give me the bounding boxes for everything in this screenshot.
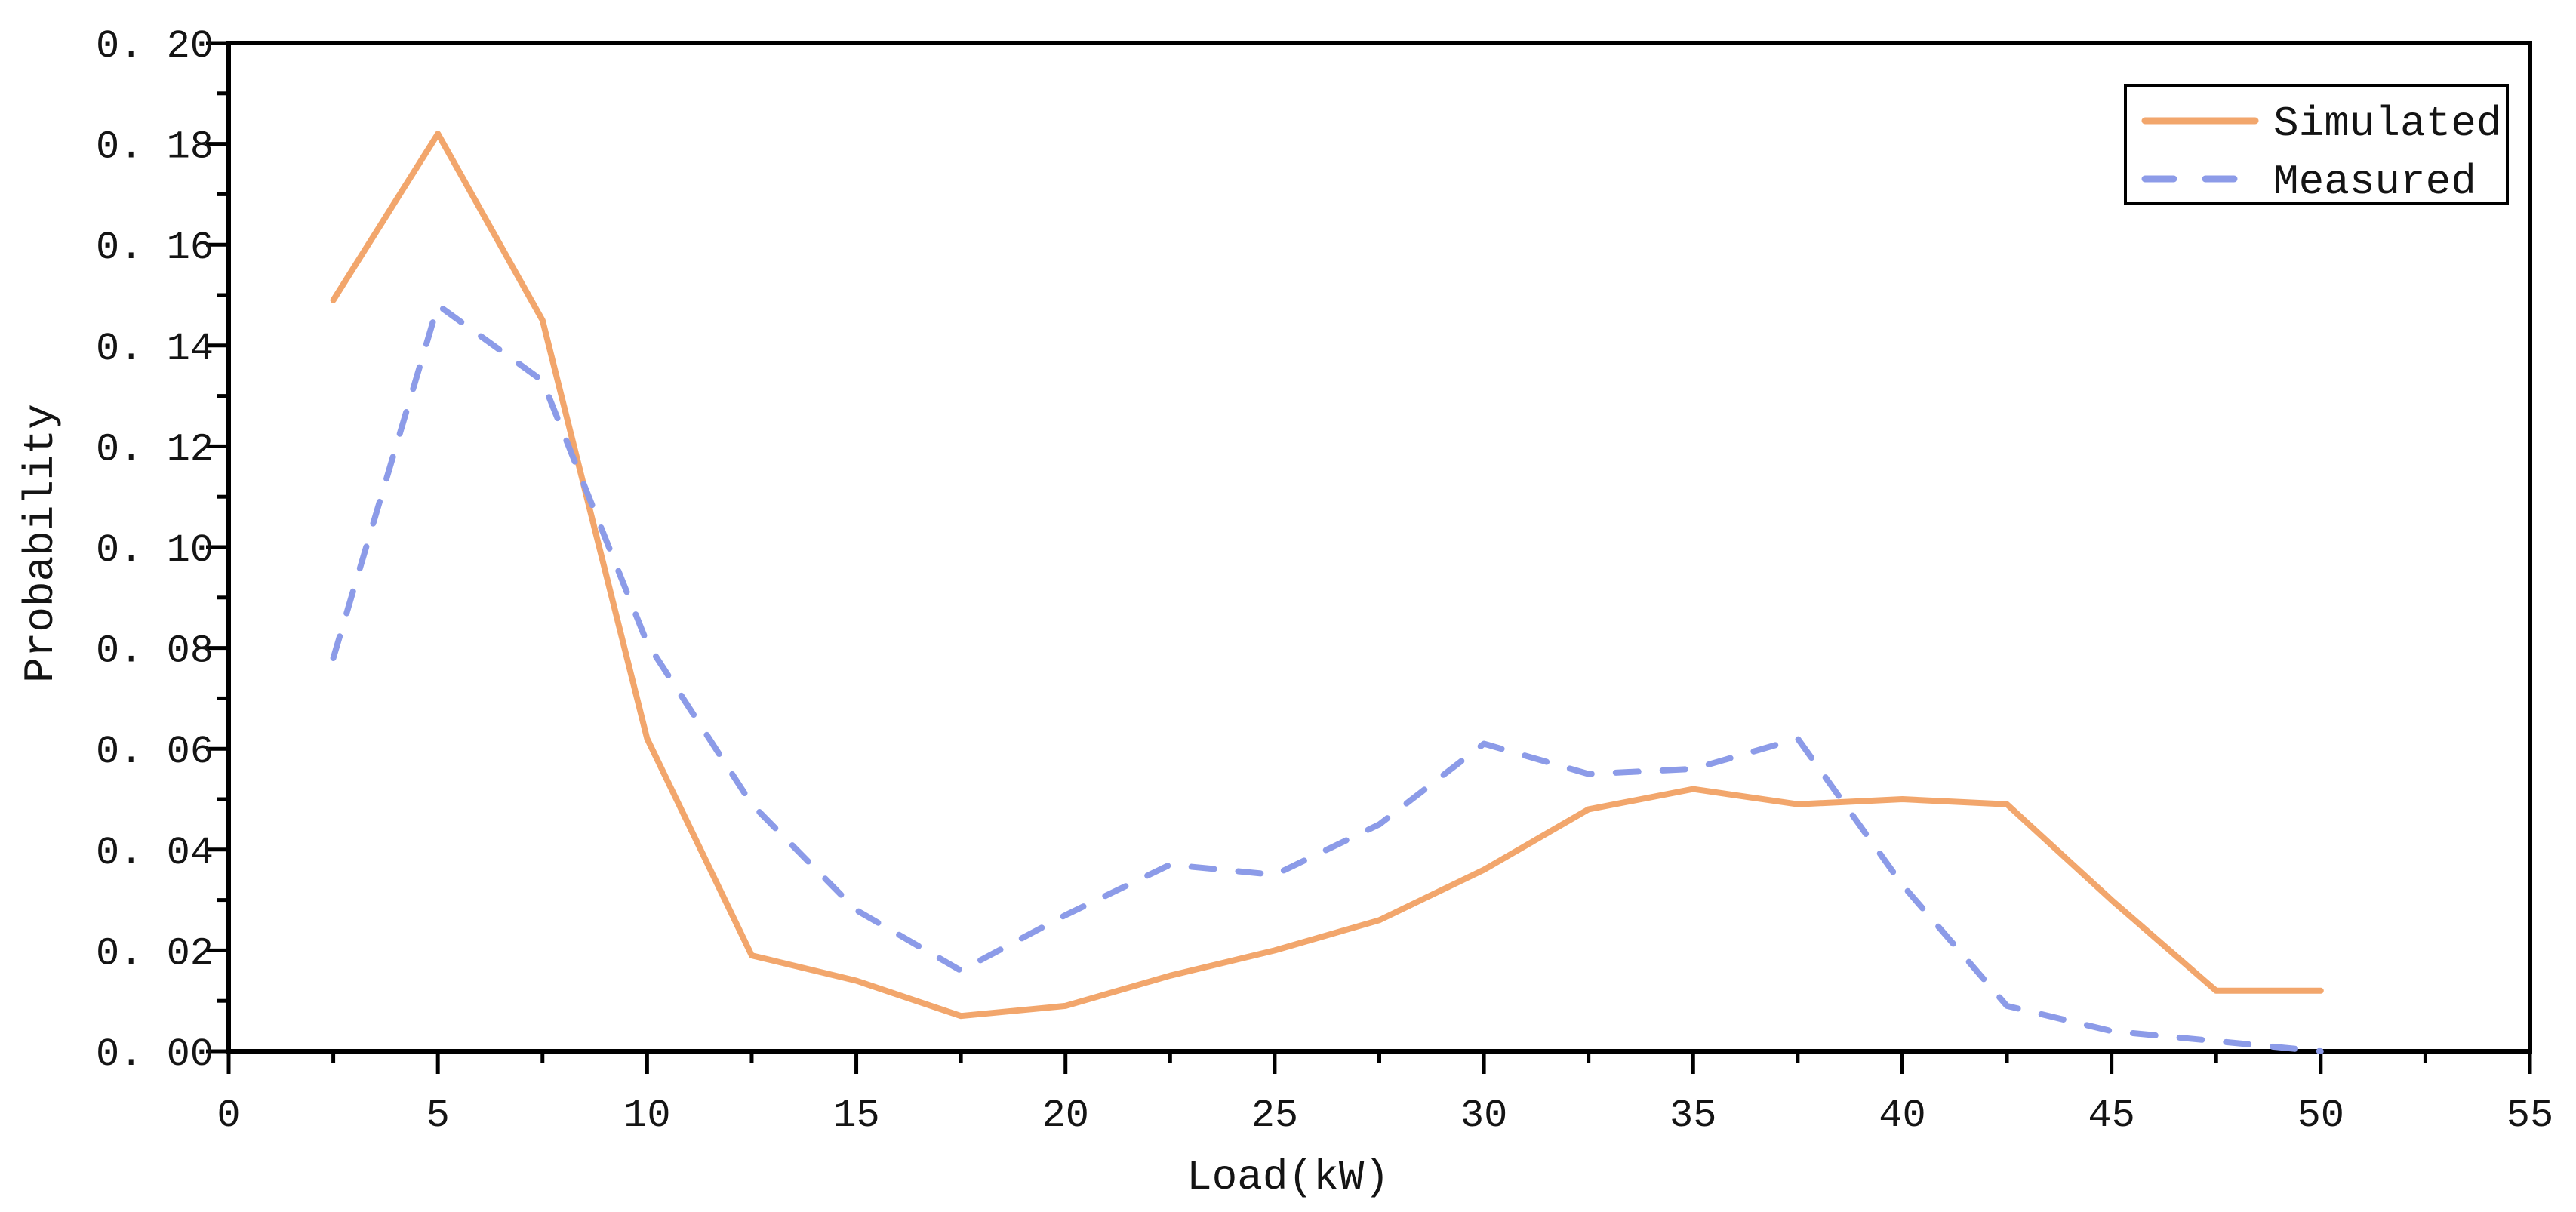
y-axis-title: Probability	[17, 404, 65, 683]
x-tick-label: 0	[217, 1094, 240, 1138]
y-tick-label: 0. 18	[96, 125, 214, 170]
x-tick-label: 5	[426, 1094, 450, 1138]
legend-box	[2124, 84, 2509, 205]
x-tick-label: 55	[2507, 1094, 2553, 1138]
x-tick-label: 45	[2088, 1094, 2134, 1138]
x-tick-label: 30	[1460, 1094, 1507, 1138]
y-tick-label: 0. 02	[96, 931, 214, 976]
y-tick-label: 0. 20	[96, 24, 214, 69]
series-line-measured	[330, 302, 2324, 1054]
y-tick-label: 0. 16	[96, 226, 214, 270]
y-tick-label: 0. 14	[96, 327, 214, 371]
x-tick-label: 15	[833, 1094, 879, 1138]
legend-label: Measured	[2273, 158, 2476, 206]
x-tick-label: 40	[1879, 1094, 1925, 1138]
x-axis-title: Load(kW)	[1186, 1153, 1390, 1201]
y-tick-label: 0. 04	[96, 831, 214, 875]
y-tick-label: 0. 10	[96, 528, 214, 573]
legend-label: Simulated	[2273, 100, 2501, 148]
x-tick-label: 20	[1042, 1094, 1089, 1138]
y-tick-label: 0. 06	[96, 730, 214, 774]
x-tick-label: 50	[2297, 1094, 2344, 1138]
x-tick-label: 25	[1251, 1094, 1298, 1138]
x-tick-label: 10	[623, 1094, 670, 1138]
y-tick-label: 0. 12	[96, 427, 214, 472]
x-tick-label: 35	[1670, 1094, 1716, 1138]
y-tick-label: 0. 00	[96, 1032, 214, 1077]
series-line-simulated	[330, 131, 2324, 1020]
y-tick-label: 0. 08	[96, 629, 214, 674]
